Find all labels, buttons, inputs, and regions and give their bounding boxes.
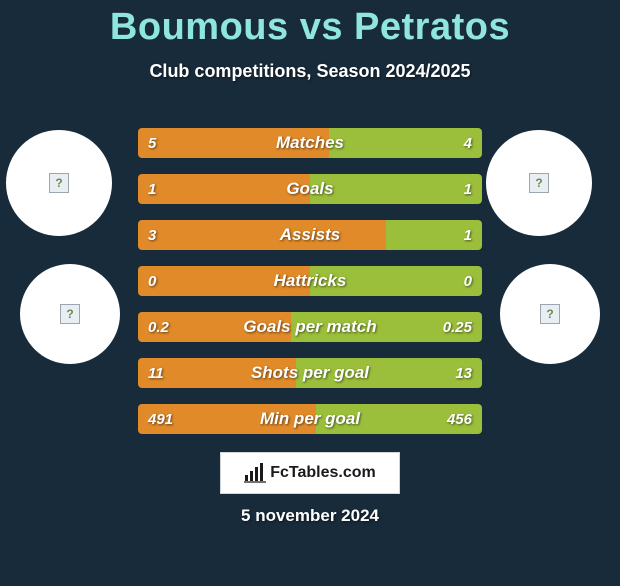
page-subtitle: Club competitions, Season 2024/2025 — [0, 61, 620, 82]
stat-row: Assists31 — [138, 220, 482, 250]
stat-row: Matches54 — [138, 128, 482, 158]
stat-bar-right — [310, 266, 482, 296]
stat-bar-left — [138, 174, 310, 204]
player1-avatar: ? — [6, 130, 112, 236]
stat-bar-left — [138, 220, 386, 250]
image-placeholder-icon: ? — [529, 173, 549, 193]
stat-bar-right — [310, 174, 482, 204]
stat-row: Hattricks00 — [138, 266, 482, 296]
player2-club: ? — [500, 264, 600, 364]
logo-text: FcTables.com — [270, 464, 376, 482]
comparison-bars: Matches54 Goals11 Assists31 Hattricks00 Goal… — [138, 128, 482, 450]
image-placeholder-icon: ? — [60, 304, 80, 324]
chart-icon — [244, 463, 266, 483]
stat-bar-left — [138, 404, 316, 434]
stat-bar-left — [138, 312, 291, 342]
stat-bar-right — [316, 404, 482, 434]
stat-bar-left — [138, 266, 310, 296]
stat-row: Shots per goal1113 — [138, 358, 482, 388]
stat-bar-right — [296, 358, 482, 388]
stat-row: Goals11 — [138, 174, 482, 204]
logo-box: FcTables.com — [220, 452, 400, 494]
image-placeholder-icon: ? — [49, 173, 69, 193]
footer-date: 5 november 2024 — [0, 506, 620, 526]
stat-row: Min per goal491456 — [138, 404, 482, 434]
player1-club: ? — [20, 264, 120, 364]
player2-avatar: ? — [486, 130, 592, 236]
stat-bar-right — [329, 128, 482, 158]
stat-bar-right — [386, 220, 482, 250]
stat-bar-left — [138, 358, 296, 388]
stat-bar-right — [291, 312, 482, 342]
stat-row: Goals per match0.20.25 — [138, 312, 482, 342]
stat-bar-left — [138, 128, 329, 158]
page-title: Boumous vs Petratos — [0, 6, 620, 49]
image-placeholder-icon: ? — [540, 304, 560, 324]
